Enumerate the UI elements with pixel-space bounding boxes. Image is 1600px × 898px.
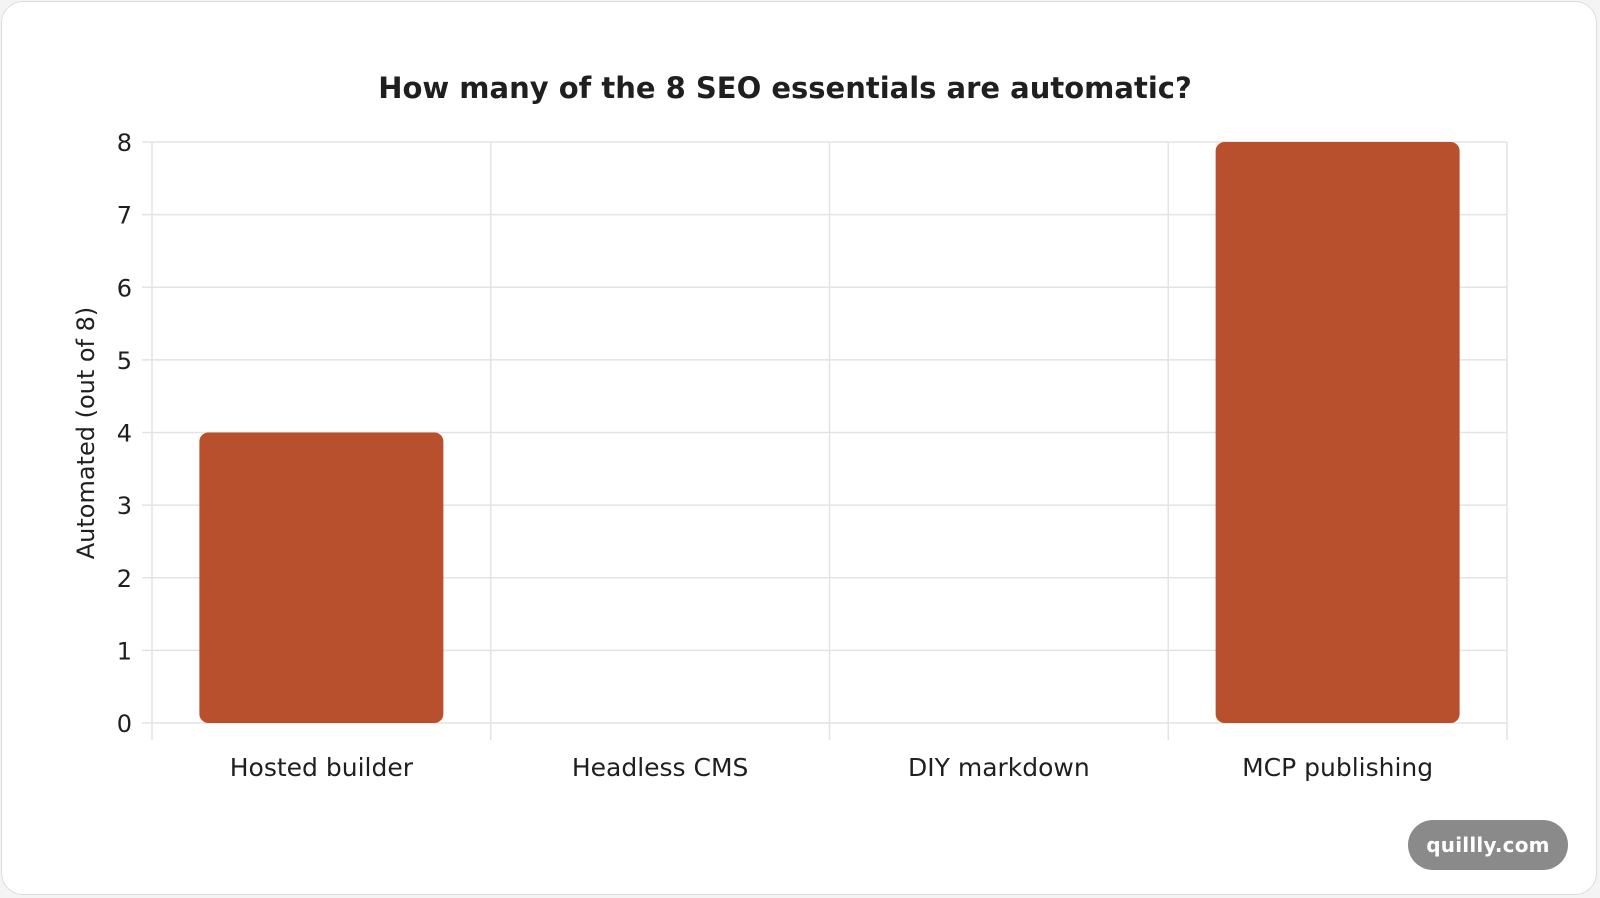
y-tick-label: 8 <box>117 129 132 157</box>
bar-hosted-builder[interactable] <box>199 432 444 724</box>
y-axis-ticks: 0 1 2 3 4 5 6 7 8 <box>117 129 152 738</box>
y-tick-label: 4 <box>117 420 132 448</box>
x-tick-label: Hosted builder <box>230 753 414 782</box>
x-axis-ticks: Hosted builder Headless CMS DIY markdown MC… <box>230 753 1433 782</box>
chart-title: How many of the 8 SEO essentials are aut… <box>378 71 1192 105</box>
bar-mcp-publishing[interactable] <box>1215 142 1460 723</box>
x-tick-label: Headless CMS <box>572 753 749 782</box>
bars <box>199 142 1460 724</box>
y-axis-label: Automated (out of 8) <box>72 307 100 560</box>
watermark-badge[interactable]: quillly.com <box>1408 820 1568 870</box>
y-tick-label: 2 <box>117 565 132 593</box>
y-tick-label: 0 <box>117 710 132 738</box>
x-tick-label: MCP publishing <box>1242 753 1433 782</box>
y-tick-label: 5 <box>117 347 132 375</box>
x-tick-label: DIY markdown <box>908 753 1090 782</box>
y-tick-label: 6 <box>117 274 132 302</box>
y-tick-label: 1 <box>117 637 132 665</box>
y-tick-label: 7 <box>117 202 132 230</box>
y-tick-label: 3 <box>117 492 132 520</box>
